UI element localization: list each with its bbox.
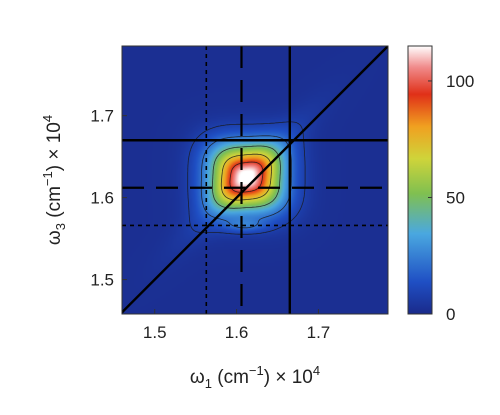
- colorbar-tick-label: 100: [446, 72, 474, 91]
- reference-lines: [122, 46, 388, 314]
- contour-lines: [187, 121, 306, 235]
- colorbar-tick-label: 0: [446, 305, 455, 324]
- y-tick-label: 1.7: [90, 107, 114, 126]
- colorbar-frame: [407, 45, 433, 315]
- y-axis-label: ω3 (cm−1) × 104: [40, 115, 68, 245]
- y-tick-label: 1.5: [90, 271, 114, 290]
- x-tick-label: 1.5: [143, 323, 167, 342]
- x-tick-label: 1.7: [307, 323, 331, 342]
- reference-line-diagonal-6: [122, 46, 388, 314]
- contour-level-0: [187, 121, 306, 235]
- y-axis: 1.5 1.6 1.7: [90, 107, 127, 290]
- colorbar-tick-label: 50: [446, 188, 465, 207]
- contour-level-2: [212, 145, 281, 209]
- y-tick-label: 1.6: [90, 189, 114, 208]
- plot-frame: [121, 45, 389, 315]
- x-axis: 1.5 1.6 1.7: [143, 309, 330, 342]
- colorbar-gradient: [408, 46, 432, 314]
- x-axis-label: ω1 (cm−1) × 104: [190, 363, 320, 391]
- colorbar-axis: 0 50 100: [428, 72, 474, 324]
- x-tick-label: 1.6: [225, 323, 249, 342]
